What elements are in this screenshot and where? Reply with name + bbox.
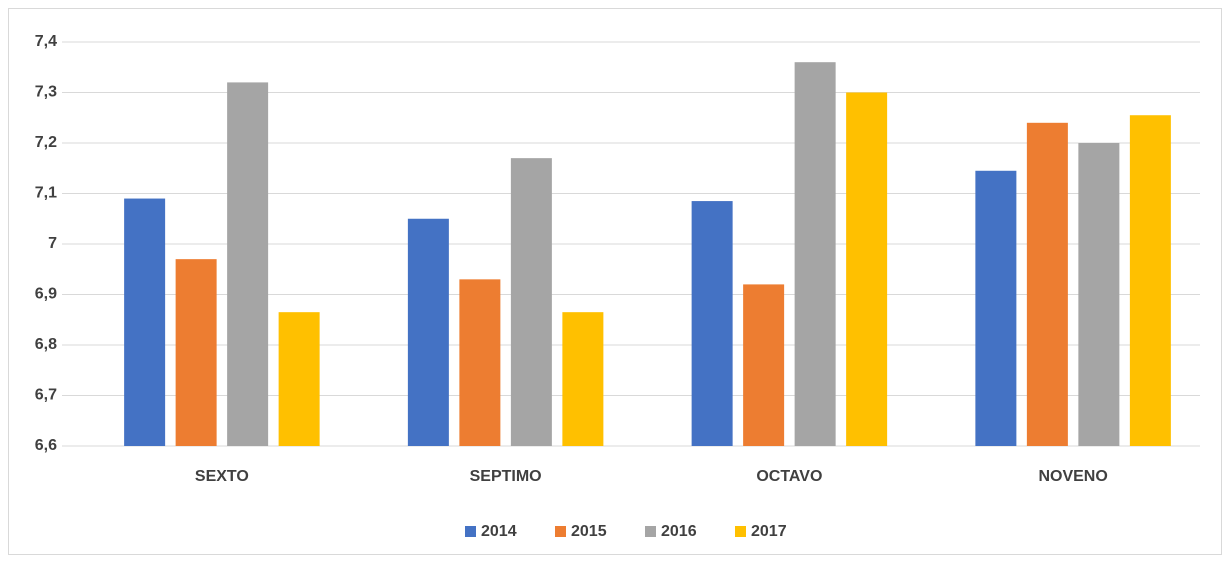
legend-label: 2015 bbox=[571, 523, 607, 540]
bar bbox=[1026, 122, 1068, 447]
legend-swatch bbox=[735, 526, 746, 537]
legend-label: 2014 bbox=[481, 523, 517, 540]
x-tick-label: NOVENO bbox=[1038, 468, 1107, 485]
bar bbox=[975, 170, 1017, 446]
bar bbox=[407, 218, 449, 446]
bar bbox=[794, 62, 836, 446]
bar bbox=[743, 284, 785, 446]
legend-swatch bbox=[645, 526, 656, 537]
y-tick-label: 6,7 bbox=[35, 387, 57, 404]
bar bbox=[227, 82, 269, 447]
bar bbox=[175, 259, 217, 446]
x-tick-label: OCTAVO bbox=[756, 468, 822, 485]
y-tick-label: 7 bbox=[48, 235, 57, 252]
legend-label: 2017 bbox=[751, 523, 787, 540]
bar bbox=[1078, 143, 1120, 446]
y-tick-label: 7,4 bbox=[35, 33, 57, 50]
y-tick-label: 6,8 bbox=[35, 336, 57, 353]
y-tick-label: 7,3 bbox=[35, 84, 57, 101]
bar bbox=[510, 158, 552, 446]
bar bbox=[562, 312, 604, 446]
y-tick-label: 7,1 bbox=[35, 185, 57, 202]
x-tick-label: SEPTIMO bbox=[470, 468, 542, 485]
bar bbox=[1129, 115, 1171, 446]
y-tick-label: 6,6 bbox=[35, 437, 57, 454]
bar bbox=[846, 92, 888, 446]
x-tick-label: SEXTO bbox=[195, 468, 249, 485]
y-tick-label: 6,9 bbox=[35, 286, 57, 303]
y-tick-label: 7,2 bbox=[35, 134, 57, 151]
bar bbox=[124, 198, 166, 446]
bar bbox=[459, 279, 501, 446]
bar bbox=[691, 201, 733, 446]
legend-swatch bbox=[555, 526, 566, 537]
bar bbox=[278, 312, 320, 446]
legend-label: 2016 bbox=[661, 523, 697, 540]
legend-swatch bbox=[465, 526, 476, 537]
